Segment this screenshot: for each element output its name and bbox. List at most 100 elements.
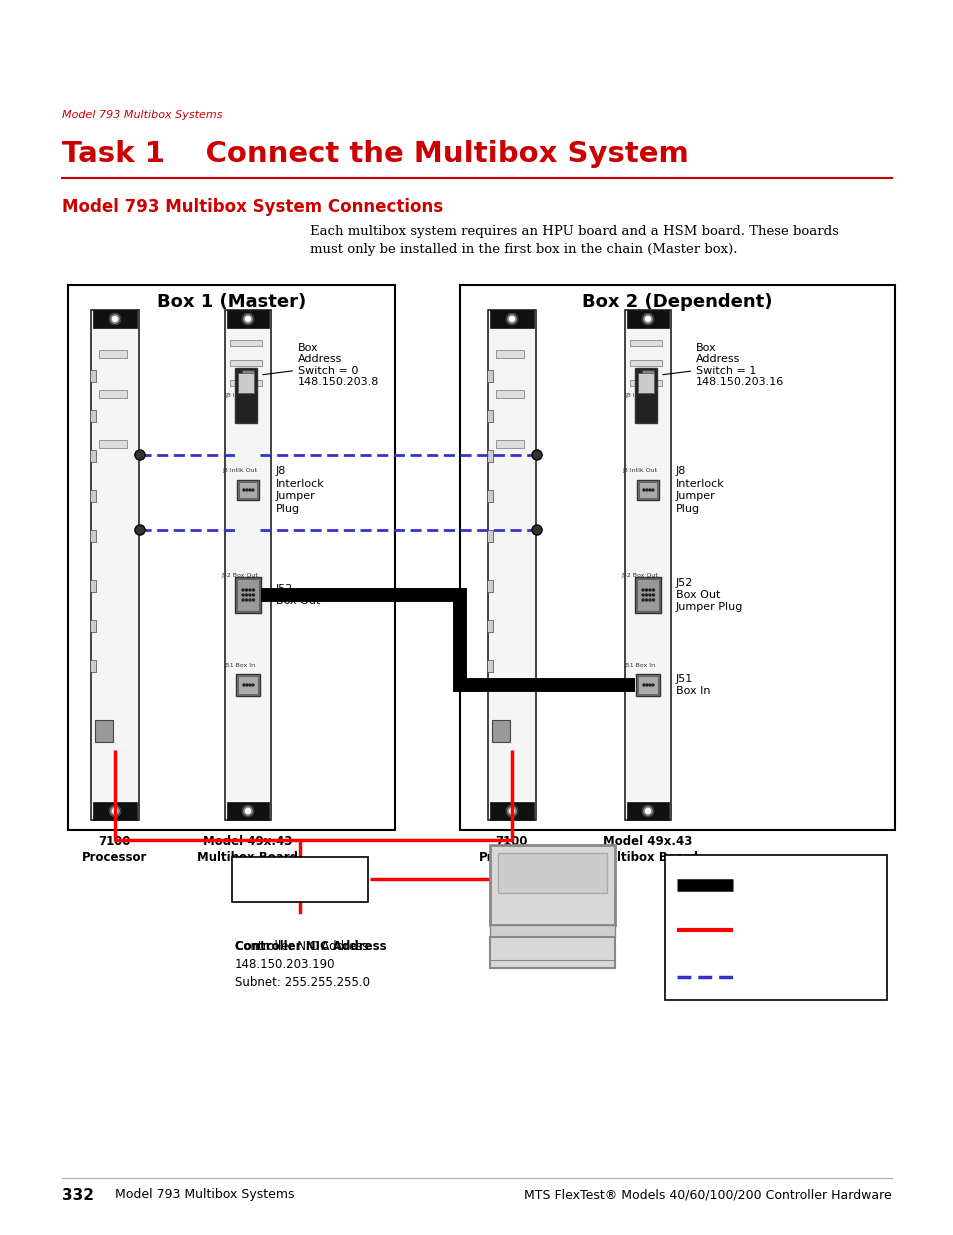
Bar: [635, 368, 657, 424]
Text: J51 Box In: J51 Box In: [624, 663, 655, 668]
Text: Model 49x.43
Multibox Board: Model 49x.43 Multibox Board: [597, 835, 698, 864]
Bar: [639, 482, 657, 498]
Text: Model 793 Multibox Systems: Model 793 Multibox Systems: [115, 1188, 294, 1200]
Bar: [629, 359, 661, 366]
Text: Ethernet
Cable: Ethernet Cable: [742, 916, 793, 944]
Bar: [486, 659, 493, 672]
Circle shape: [253, 599, 254, 601]
Circle shape: [652, 599, 654, 601]
Bar: [486, 580, 493, 592]
Circle shape: [135, 450, 145, 459]
Bar: [486, 370, 493, 382]
Circle shape: [135, 525, 145, 535]
Bar: [68, 285, 395, 830]
Bar: [496, 390, 523, 398]
Circle shape: [242, 314, 253, 325]
Bar: [236, 579, 258, 611]
Bar: [90, 530, 96, 542]
Circle shape: [243, 684, 245, 685]
Bar: [99, 390, 127, 398]
Bar: [638, 676, 658, 694]
Circle shape: [648, 594, 650, 597]
Bar: [230, 359, 262, 366]
Text: MTS FlexTest® Models 40/60/100/200 Controller Hardware: MTS FlexTest® Models 40/60/100/200 Contr…: [524, 1188, 891, 1200]
Text: J8 Intlk In: J8 Intlk In: [225, 393, 254, 398]
Circle shape: [641, 599, 643, 601]
Bar: [99, 440, 127, 448]
Bar: [496, 440, 523, 448]
Circle shape: [651, 489, 654, 492]
Circle shape: [112, 316, 117, 321]
Bar: [99, 350, 127, 358]
Circle shape: [243, 489, 245, 492]
Bar: [626, 802, 668, 820]
Text: Box
Address
Switch = 0
148.150.203.8: Box Address Switch = 0 148.150.203.8: [262, 342, 379, 388]
Circle shape: [242, 599, 244, 601]
Circle shape: [641, 805, 653, 816]
Circle shape: [249, 489, 251, 492]
Bar: [635, 577, 660, 613]
Circle shape: [245, 599, 247, 601]
Circle shape: [509, 316, 514, 321]
Circle shape: [245, 316, 251, 321]
Text: Controller NIC Address
148.150.203.190
Subnet: 255.255.255.0: Controller NIC Address 148.150.203.190 S…: [234, 940, 370, 989]
Bar: [237, 373, 253, 393]
Bar: [488, 310, 536, 820]
Bar: [636, 674, 659, 697]
Circle shape: [253, 594, 254, 597]
Text: Model 49x.43
Multibox Board: Model 49x.43 Multibox Board: [197, 835, 298, 864]
Circle shape: [245, 594, 247, 597]
Bar: [459, 285, 894, 830]
Bar: [234, 577, 261, 613]
Circle shape: [642, 684, 644, 685]
Bar: [486, 620, 493, 632]
Text: J52 Box Out: J52 Box Out: [221, 573, 258, 578]
Text: J52
Box Out: J52 Box Out: [275, 584, 320, 606]
Bar: [242, 370, 253, 385]
Text: J8 Intlk Out: J8 Intlk Out: [621, 468, 657, 473]
Circle shape: [645, 599, 647, 601]
Bar: [490, 937, 615, 968]
Text: 7100
Processor: 7100 Processor: [82, 835, 148, 864]
Text: J8
Interlock
Jumper
Plug: J8 Interlock Jumper Plug: [676, 467, 724, 514]
Circle shape: [648, 489, 650, 492]
Bar: [486, 490, 493, 501]
Bar: [664, 855, 886, 1000]
Text: Interlock
Cable: Interlock Cable: [742, 871, 794, 899]
Bar: [91, 310, 139, 820]
Bar: [496, 350, 523, 358]
Bar: [232, 857, 368, 902]
Circle shape: [645, 809, 650, 814]
Bar: [235, 674, 260, 697]
Text: Controller NIC Address: Controller NIC Address: [234, 940, 386, 953]
Circle shape: [648, 599, 650, 601]
Bar: [90, 580, 96, 592]
Text: 7100
Processor: 7100 Processor: [478, 835, 544, 864]
Bar: [225, 310, 271, 820]
Bar: [237, 676, 257, 694]
Text: Model 793 Multibox Systems: Model 793 Multibox Systems: [62, 110, 222, 120]
Bar: [486, 450, 493, 462]
Bar: [90, 410, 96, 422]
Circle shape: [252, 489, 253, 492]
Bar: [490, 310, 534, 329]
Circle shape: [245, 589, 247, 592]
Circle shape: [645, 684, 647, 685]
Bar: [629, 380, 661, 387]
Circle shape: [652, 594, 654, 597]
Circle shape: [645, 589, 647, 592]
Circle shape: [648, 684, 650, 685]
Text: J51 Box In: J51 Box In: [224, 663, 255, 668]
Text: Model 793 Multibox System Connections: Model 793 Multibox System Connections: [62, 198, 442, 216]
Bar: [230, 340, 262, 346]
Bar: [486, 530, 493, 542]
Circle shape: [652, 589, 654, 592]
Bar: [497, 853, 606, 893]
Circle shape: [648, 589, 650, 592]
Circle shape: [651, 684, 654, 685]
Text: J8 Intlk Out: J8 Intlk Out: [222, 468, 257, 473]
Text: Gigabit Ethernet
Switch: Gigabit Ethernet Switch: [248, 866, 351, 893]
Bar: [90, 659, 96, 672]
Text: Each multibox system requires an HPU board and a HSM board. These boards
must on: Each multibox system requires an HPU boa…: [310, 225, 838, 256]
Text: J8 Intlk In: J8 Intlk In: [624, 393, 654, 398]
